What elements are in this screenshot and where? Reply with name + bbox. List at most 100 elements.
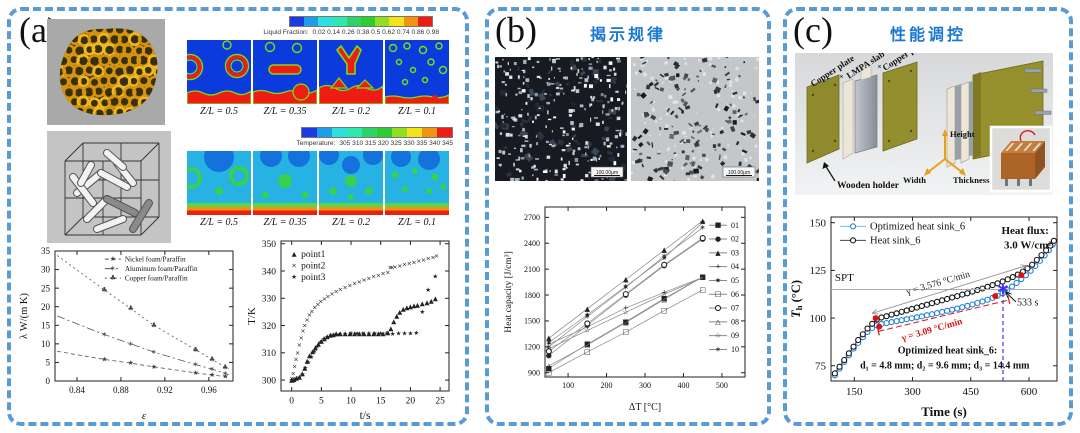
svg-text:+: +	[661, 288, 667, 296]
svg-text:★: ★	[407, 330, 413, 338]
svg-text:Nickel foam/Paraffin: Nickel foam/Paraffin	[125, 255, 186, 263]
svg-text:★: ★	[396, 330, 402, 338]
svg-text:▲: ▲	[376, 330, 381, 338]
svg-text:♣: ♣	[222, 363, 228, 371]
svg-text:●: ●	[546, 351, 552, 359]
svg-text:1500: 1500	[524, 317, 540, 326]
temperature-colorbar	[301, 127, 453, 138]
svg-text:533 s: 533 s	[1017, 298, 1039, 309]
svg-text:★: ★	[101, 355, 107, 363]
panel-c-title: 性能调控	[889, 27, 966, 44]
svg-text:★: ★	[311, 347, 317, 355]
svg-text:900: 900	[528, 368, 540, 377]
svg-text:★: ★	[419, 308, 425, 316]
svg-text:▲: ▲	[411, 302, 416, 310]
svg-text:▲: ▲	[391, 317, 396, 325]
svg-text:★: ★	[661, 254, 667, 262]
svg-text:Heat flux:: Heat flux:	[1001, 225, 1048, 237]
colorbar-segment	[375, 17, 390, 26]
colorbar-segment	[377, 128, 392, 137]
svg-text:300: 300	[262, 376, 277, 386]
svg-text:1200: 1200	[524, 343, 540, 352]
svg-text:△: △	[662, 295, 668, 303]
svg-text:75: 75	[815, 361, 827, 373]
svg-text:Copper foam/Paraffin: Copper foam/Paraffin	[125, 274, 188, 282]
svg-text:∗: ∗	[584, 313, 590, 321]
svg-text:★: ★	[348, 330, 354, 338]
svg-text:ε: ε	[142, 410, 147, 422]
svg-text:■: ■	[715, 221, 722, 229]
svg-text:350: 350	[262, 240, 277, 250]
svg-text:★: ★	[294, 375, 300, 383]
svg-text:100: 100	[562, 381, 574, 390]
svg-text:▲: ▲	[394, 312, 399, 320]
svg-text:∗: ∗	[546, 343, 552, 351]
svg-text:300: 300	[904, 386, 921, 398]
svg-text:03: 03	[731, 248, 739, 257]
svg-text:Th (°C): Th (°C)	[789, 280, 804, 318]
panel-c-label: (c)	[793, 10, 833, 50]
svg-text:×: ×	[421, 256, 426, 264]
svg-text:▲: ▲	[322, 334, 327, 342]
svg-text:□: □	[622, 328, 629, 336]
svg-text:★: ★	[332, 331, 338, 339]
svg-text:▲: ▲	[623, 275, 629, 283]
svg-text:×: ×	[342, 283, 347, 291]
colorbar-segment	[392, 128, 407, 137]
svg-text:▲: ▲	[319, 337, 324, 345]
svg-text:02: 02	[731, 235, 739, 244]
svg-text:♣: ♣	[151, 321, 157, 329]
svg-text:∗: ∗	[623, 283, 629, 291]
svg-text:∗: ∗	[193, 361, 199, 369]
svg-text:150: 150	[846, 386, 863, 398]
axis-label-height: Height	[950, 129, 975, 139]
svg-text:2400: 2400	[524, 239, 540, 248]
svg-text:×: ×	[318, 298, 323, 306]
svg-text:09: 09	[731, 331, 739, 340]
temperature-label: Temperature:	[296, 140, 336, 147]
svg-text:×: ×	[392, 263, 397, 271]
svg-text:★: ★	[432, 272, 438, 280]
svg-text:▲: ▲	[366, 330, 371, 338]
svg-text:×: ×	[322, 295, 327, 303]
svg-text:★: ★	[321, 335, 327, 343]
temperature-vs-time-chart: 0 5 10 15 20 25 300 310 320 330 340 350 t/s T/K ▲ ▲ ▲ ▲ ▲ ▲…	[243, 231, 461, 423]
svg-text:×: ×	[291, 262, 296, 270]
colorbar-segment	[407, 128, 422, 137]
svg-text:☆: ☆	[700, 274, 706, 282]
svg-text:★: ★	[546, 338, 552, 346]
svg-text:∗: ∗	[996, 279, 1010, 299]
svg-text:×: ×	[309, 307, 314, 315]
svg-text:★: ★	[715, 276, 721, 284]
svg-text:5: 5	[319, 397, 324, 407]
liquid-fraction-contour-labels: Z/L = 0.5 Z/L = 0.35 Z/L = 0.2 Z/L = 0.1	[187, 106, 449, 117]
colorbar-segment	[346, 17, 362, 26]
svg-text:04: 04	[731, 262, 739, 271]
svg-text:10: 10	[41, 339, 51, 349]
axis-label-thickness: Thickness	[953, 175, 990, 185]
svg-text:■: ■	[546, 364, 553, 372]
svg-text:★: ★	[584, 311, 590, 319]
svg-text:×: ×	[371, 273, 376, 281]
svg-text:▲: ▲	[362, 329, 367, 337]
svg-text:Heat sink_6: Heat sink_6	[870, 236, 920, 247]
zl-label: Z/L = 0.5	[200, 217, 238, 228]
heat-sink-temperature-chart: 150 300 450 600 75 100 125 150 Time (s) Th (°C) Op…	[787, 201, 1069, 421]
svg-text:20: 20	[41, 302, 51, 312]
panel-b-title: 揭示规律	[589, 27, 666, 44]
svg-text:10: 10	[731, 345, 739, 354]
svg-text:▲: ▲	[325, 332, 330, 340]
svg-text:5: 5	[46, 358, 51, 368]
svg-text:×: ×	[329, 290, 334, 298]
svg-text:∗: ∗	[715, 345, 721, 353]
svg-text:∗: ∗	[128, 340, 134, 348]
colorbar-segment	[362, 128, 377, 137]
svg-text:▲: ▲	[338, 330, 343, 338]
colorbar-segment	[361, 17, 376, 26]
svg-text:▲: ▲	[397, 308, 402, 316]
svg-text:★: ★	[308, 353, 314, 361]
liquid-fraction-label: Liquid Fraction:	[263, 29, 309, 36]
svg-text:ΔT [°C]: ΔT [°C]	[629, 402, 661, 413]
svg-text:□: □	[584, 348, 591, 356]
svg-text:★: ★	[402, 329, 408, 337]
